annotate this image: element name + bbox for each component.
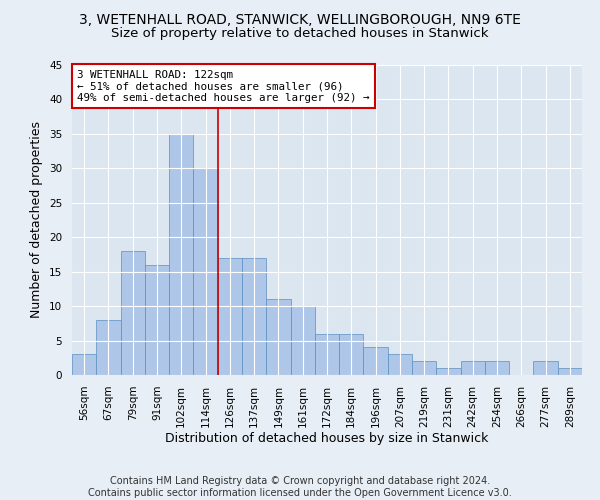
Bar bbox=[412, 361, 436, 375]
Bar bbox=[533, 361, 558, 375]
Bar bbox=[388, 354, 412, 375]
Text: Size of property relative to detached houses in Stanwick: Size of property relative to detached ho… bbox=[111, 28, 489, 40]
Bar bbox=[461, 361, 485, 375]
Bar bbox=[339, 334, 364, 375]
Bar bbox=[266, 299, 290, 375]
Text: 3 WETENHALL ROAD: 122sqm
← 51% of detached houses are smaller (96)
49% of semi-d: 3 WETENHALL ROAD: 122sqm ← 51% of detach… bbox=[77, 70, 370, 103]
Bar bbox=[242, 258, 266, 375]
Bar bbox=[485, 361, 509, 375]
Y-axis label: Number of detached properties: Number of detached properties bbox=[31, 122, 43, 318]
Bar bbox=[315, 334, 339, 375]
Bar bbox=[121, 251, 145, 375]
Bar bbox=[96, 320, 121, 375]
Bar bbox=[193, 168, 218, 375]
Text: 3, WETENHALL ROAD, STANWICK, WELLINGBOROUGH, NN9 6TE: 3, WETENHALL ROAD, STANWICK, WELLINGBORO… bbox=[79, 12, 521, 26]
Bar bbox=[169, 134, 193, 375]
Bar bbox=[558, 368, 582, 375]
X-axis label: Distribution of detached houses by size in Stanwick: Distribution of detached houses by size … bbox=[166, 432, 488, 446]
Bar bbox=[145, 265, 169, 375]
Bar bbox=[290, 306, 315, 375]
Bar bbox=[436, 368, 461, 375]
Bar bbox=[364, 348, 388, 375]
Bar bbox=[72, 354, 96, 375]
Bar bbox=[218, 258, 242, 375]
Text: Contains HM Land Registry data © Crown copyright and database right 2024.
Contai: Contains HM Land Registry data © Crown c… bbox=[88, 476, 512, 498]
